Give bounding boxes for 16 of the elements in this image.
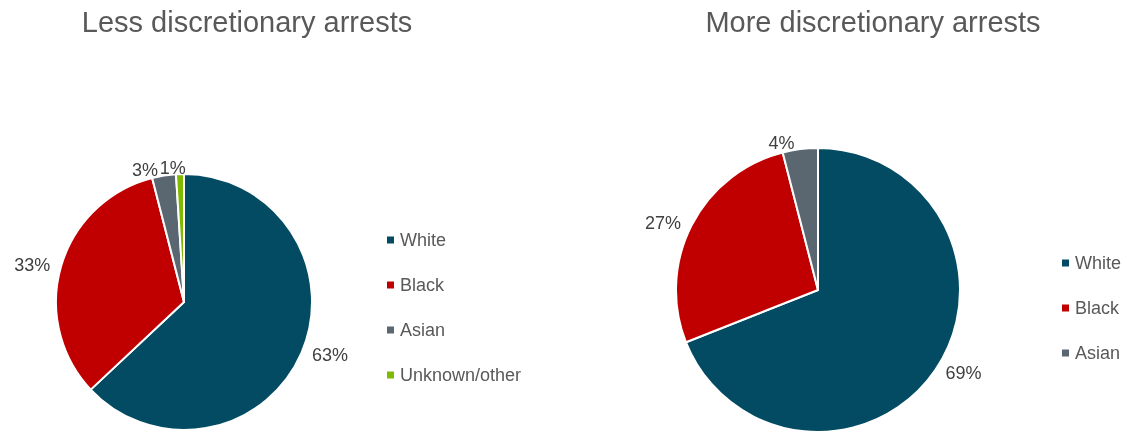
- data-label: 3%: [132, 159, 159, 180]
- data-label: 4%: [768, 133, 795, 154]
- legend-label: Asian: [400, 320, 446, 340]
- legend-label: White: [400, 230, 447, 250]
- legend-label: Asian: [1075, 343, 1121, 363]
- data-label: 63%: [311, 345, 349, 366]
- legend-label: White: [1075, 253, 1122, 273]
- chart-title: Less discretionary arrests: [81, 5, 413, 38]
- legend-label: Black: [1075, 298, 1121, 318]
- data-label: 69%: [945, 363, 982, 384]
- data-label: 1%: [159, 158, 186, 179]
- data-label: 33%: [14, 254, 51, 275]
- legend-label: Unknown/other: [400, 365, 522, 385]
- data-label: 27%: [645, 212, 682, 233]
- legend-label: Black: [400, 275, 446, 295]
- chart-title: More discretionary arrests: [705, 5, 1041, 38]
